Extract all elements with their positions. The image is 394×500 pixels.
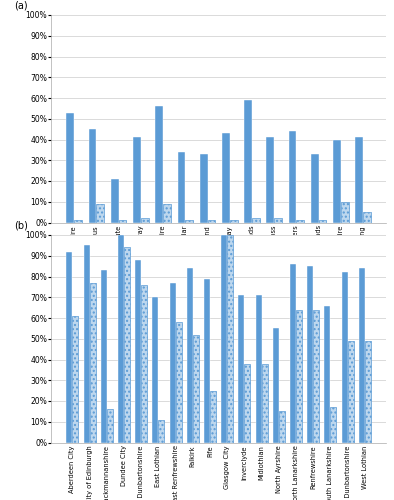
Bar bbox=[348, 341, 354, 442]
Bar bbox=[119, 220, 126, 222]
Bar bbox=[210, 390, 216, 442]
Bar bbox=[324, 306, 331, 442]
Bar bbox=[118, 235, 124, 442]
Legend: 2G Geographic: Signal from all operators, 3G Geographic: Signal from all operato: 2G Geographic: Signal from all operators… bbox=[78, 334, 360, 340]
Bar bbox=[135, 260, 141, 442]
Bar bbox=[266, 138, 274, 222]
Bar bbox=[111, 179, 119, 222]
Bar bbox=[67, 112, 74, 222]
Bar bbox=[227, 235, 233, 442]
Bar bbox=[311, 154, 319, 222]
Bar bbox=[90, 282, 96, 442]
Bar bbox=[133, 138, 141, 222]
Bar bbox=[141, 218, 149, 222]
Bar bbox=[333, 140, 341, 222]
Bar bbox=[204, 278, 210, 442]
Bar bbox=[274, 218, 282, 222]
Bar bbox=[89, 129, 97, 222]
Bar bbox=[200, 154, 208, 222]
Bar bbox=[262, 364, 268, 442]
Bar bbox=[176, 322, 182, 442]
Bar bbox=[84, 246, 90, 442]
Bar bbox=[363, 212, 371, 222]
X-axis label: Rural: Rural bbox=[207, 356, 230, 364]
Bar bbox=[290, 264, 296, 442]
Bar bbox=[107, 410, 113, 442]
Bar bbox=[158, 420, 164, 442]
Bar bbox=[365, 341, 371, 442]
Text: (a): (a) bbox=[14, 1, 28, 11]
Bar bbox=[74, 220, 82, 222]
Bar bbox=[163, 204, 171, 223]
Bar bbox=[101, 270, 107, 442]
Bar bbox=[178, 152, 185, 222]
Text: (b): (b) bbox=[14, 221, 28, 231]
Bar bbox=[342, 272, 348, 442]
Bar bbox=[296, 310, 302, 442]
Bar bbox=[307, 266, 313, 442]
Bar bbox=[185, 220, 193, 222]
Bar bbox=[221, 235, 227, 442]
Bar bbox=[72, 316, 78, 442]
Bar bbox=[289, 131, 296, 222]
Bar bbox=[319, 220, 327, 222]
Bar bbox=[256, 295, 262, 442]
Bar bbox=[238, 295, 244, 442]
Bar bbox=[170, 282, 176, 442]
Bar bbox=[244, 100, 252, 222]
Bar bbox=[341, 202, 349, 222]
Bar bbox=[359, 268, 365, 442]
Bar bbox=[152, 297, 158, 442]
Bar bbox=[187, 268, 193, 442]
Bar bbox=[230, 220, 238, 222]
Bar bbox=[222, 134, 230, 222]
Bar bbox=[141, 285, 147, 442]
Bar bbox=[331, 407, 336, 442]
Bar bbox=[208, 220, 216, 222]
Bar bbox=[244, 364, 251, 442]
Bar bbox=[273, 328, 279, 442]
Bar bbox=[193, 334, 199, 442]
Bar bbox=[252, 218, 260, 222]
Bar bbox=[279, 412, 285, 442]
Bar bbox=[313, 310, 319, 442]
Bar bbox=[67, 252, 72, 442]
Bar bbox=[97, 204, 104, 223]
Bar bbox=[296, 220, 304, 222]
Bar bbox=[124, 248, 130, 442]
Bar bbox=[355, 138, 363, 222]
Bar bbox=[155, 106, 163, 222]
